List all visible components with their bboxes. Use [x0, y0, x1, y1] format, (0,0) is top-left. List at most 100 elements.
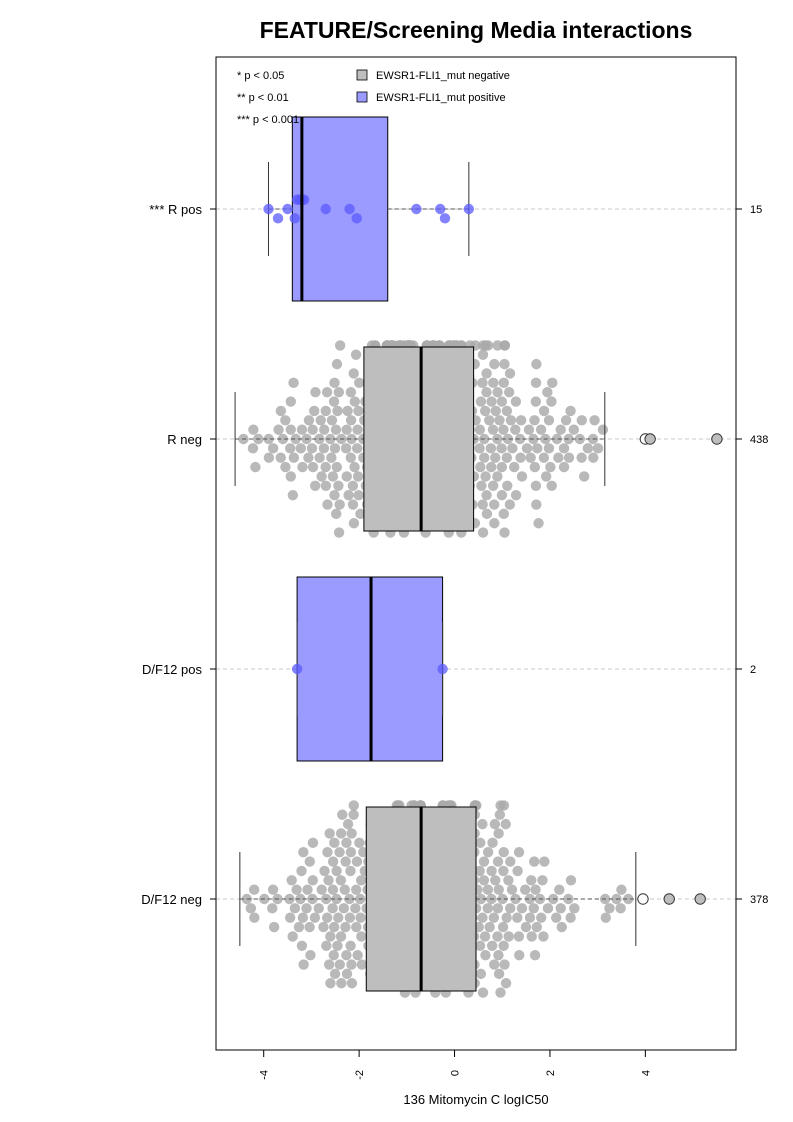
data-point [303, 415, 315, 426]
data-point [560, 415, 572, 426]
data-point [503, 931, 514, 942]
data-point [486, 396, 497, 407]
data-point [554, 884, 565, 895]
data-point [530, 884, 541, 895]
data-point [320, 461, 331, 473]
data-point [327, 856, 339, 867]
data-point [335, 931, 347, 942]
data-point [310, 387, 321, 398]
data-point [329, 968, 341, 980]
data-point [335, 875, 347, 886]
data-point [303, 452, 314, 463]
data-point [482, 903, 493, 914]
data-point [498, 940, 509, 951]
data-point [479, 931, 491, 942]
color-legend: EWSR1-FLI1_mut negative EWSR1-FLI1_mut p… [356, 69, 510, 104]
data-point [342, 405, 353, 417]
data-point [582, 443, 594, 454]
data-point [272, 213, 284, 224]
data-point [495, 987, 506, 998]
data-point [481, 368, 492, 379]
group-count: 15 [750, 204, 762, 216]
data-point [565, 912, 576, 923]
data-point [321, 912, 333, 923]
data-point [477, 349, 489, 360]
data-point [325, 931, 336, 942]
data-point [539, 856, 550, 867]
outlier-point [663, 893, 675, 905]
outlier-point [711, 433, 723, 445]
sig-legend-1: * p < 0.05 [237, 70, 284, 82]
data-point [474, 940, 486, 951]
group-label: D/F12 neg [141, 892, 202, 907]
data-point [349, 396, 361, 407]
data-point [563, 433, 574, 445]
data-point [510, 893, 521, 905]
data-point [249, 912, 260, 923]
data-point [318, 921, 329, 933]
data-point [543, 415, 555, 426]
data-point [474, 424, 486, 435]
data-point [499, 358, 510, 370]
data-point [546, 396, 557, 407]
data-point [245, 903, 257, 914]
data-point [336, 978, 347, 989]
data-point [477, 818, 488, 830]
data-point [474, 865, 485, 877]
data-point [282, 203, 293, 215]
data-point [325, 978, 336, 989]
data-point [493, 884, 504, 895]
data-point [355, 508, 366, 520]
data-point [319, 424, 330, 435]
data-point [296, 865, 307, 877]
data-point [316, 471, 327, 482]
data-point [493, 949, 504, 961]
data-point [463, 203, 475, 215]
data-point [351, 856, 363, 867]
data-point [502, 433, 514, 445]
data-point [354, 377, 365, 389]
data-point [342, 818, 354, 830]
data-point [514, 949, 525, 961]
data-point [576, 452, 587, 463]
data-point [494, 415, 505, 426]
data-point [558, 443, 570, 454]
data-point [334, 499, 345, 510]
x-tick-label: -4 [259, 1070, 271, 1080]
data-point [569, 903, 580, 914]
data-point [512, 912, 523, 923]
data-point [499, 340, 511, 351]
data-point [287, 931, 298, 942]
data-point [477, 499, 488, 510]
data-point [267, 443, 279, 454]
data-point [286, 875, 297, 886]
group-count: 438 [750, 434, 768, 446]
data-point [538, 405, 550, 417]
data-point [263, 203, 274, 215]
data-point [305, 949, 316, 961]
data-point [481, 489, 492, 501]
data-point [352, 471, 364, 482]
data-point [307, 837, 319, 849]
data-point [475, 837, 486, 849]
data-point [344, 203, 355, 215]
data-point [563, 452, 575, 463]
data-point [531, 499, 542, 510]
data-point [411, 203, 422, 215]
x-tick-label: 2 [545, 1070, 557, 1076]
data-point [346, 828, 357, 839]
data-point [489, 959, 500, 970]
data-point [313, 903, 324, 914]
data-point [551, 433, 563, 445]
data-point [351, 443, 363, 454]
data-point [505, 856, 516, 867]
data-point [277, 433, 289, 445]
data-point [489, 818, 501, 830]
data-point [323, 959, 335, 970]
data-point [323, 875, 334, 886]
data-point [319, 865, 330, 877]
data-point [341, 424, 352, 435]
data-point [555, 424, 566, 435]
data-point [437, 663, 448, 675]
